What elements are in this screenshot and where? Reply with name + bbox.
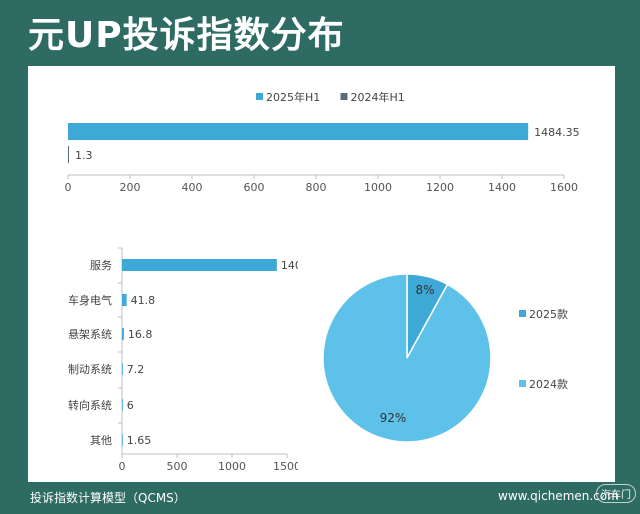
- total-index-chart: 2025年H1 2024年H1 1484.35 1.3 0 200 400 600 800 100…: [65, 90, 580, 194]
- category-label: 制动系统: [68, 363, 112, 376]
- x-tick-label: 1200: [426, 181, 454, 194]
- category-label: 服务: [90, 259, 112, 272]
- legend-swatch: [519, 380, 526, 387]
- legend-label: 2024款: [529, 377, 568, 391]
- legend-swatch: [256, 93, 263, 100]
- footer-logo: 汽车门: [596, 484, 636, 503]
- bar-2025年H1: [68, 123, 529, 140]
- legend-label: 2025年H1: [266, 90, 320, 104]
- data-label: 1.3: [75, 149, 93, 162]
- data-label: 7.2: [127, 363, 145, 376]
- bar-转向系统: [122, 399, 123, 411]
- x-tick-label: 0: [65, 181, 72, 194]
- data-label: 1.65: [127, 434, 152, 447]
- legend-swatch: [519, 310, 526, 317]
- x-tick-label: 200: [120, 181, 141, 194]
- footer-website: www.qichemen.com: [498, 489, 619, 503]
- x-tick-label: 400: [182, 181, 203, 194]
- bar-其他: [122, 434, 123, 446]
- footer-model-note: 投诉指数计算模型（QCMS）: [30, 491, 186, 505]
- bar-2024年H1: [68, 146, 69, 163]
- data-label: 6: [127, 399, 134, 412]
- bar-车身电气: [122, 294, 127, 306]
- x-tick-label: 1500: [273, 460, 298, 473]
- bar-悬架系统: [122, 328, 124, 340]
- data-label: 41.8: [131, 294, 156, 307]
- x-tick-label: 1000: [218, 460, 246, 473]
- category-label: 车身电气: [68, 293, 112, 307]
- pie-label: 8%: [415, 283, 434, 297]
- x-tick-label: 1000: [364, 181, 392, 194]
- x-tick-label: 500: [167, 460, 188, 473]
- data-label: 16.8: [128, 328, 152, 341]
- legend-swatch: [340, 93, 348, 100]
- data-label: 1484.35: [534, 126, 580, 139]
- model-year-pie-chart: 8% 92% 2025款 2024款: [322, 273, 568, 443]
- category-label: 其他: [90, 434, 112, 447]
- pie-slice-2024款: [322, 273, 492, 443]
- category-label: 转向系统: [68, 398, 112, 412]
- legend-label: 2024年H1: [351, 90, 405, 104]
- x-tick-label: 600: [244, 181, 265, 194]
- bar-制动系统: [122, 363, 123, 375]
- x-tick-label: 800: [306, 181, 327, 194]
- category-label: 悬架系统: [68, 328, 112, 341]
- x-tick-label: 1400: [488, 181, 516, 194]
- category-index-chart: 服务 1407.9 车身电气 41.8 悬架系统 16.8 制动系统 7.2 转向系统 6 其他 1.…: [68, 247, 298, 473]
- pie-label: 92%: [380, 411, 407, 425]
- x-tick-label: 0: [119, 460, 126, 473]
- page-title: 元UP投诉指数分布: [28, 15, 345, 56]
- legend-label: 2025款: [529, 307, 568, 321]
- chart-panel: 2025年H1 2024年H1 1484.35 1.3 0 200 400 600 800 100…: [28, 66, 615, 482]
- bar-服务: [122, 259, 277, 271]
- x-tick-label: 1600: [550, 181, 578, 194]
- data-label: 1407.9: [281, 259, 298, 272]
